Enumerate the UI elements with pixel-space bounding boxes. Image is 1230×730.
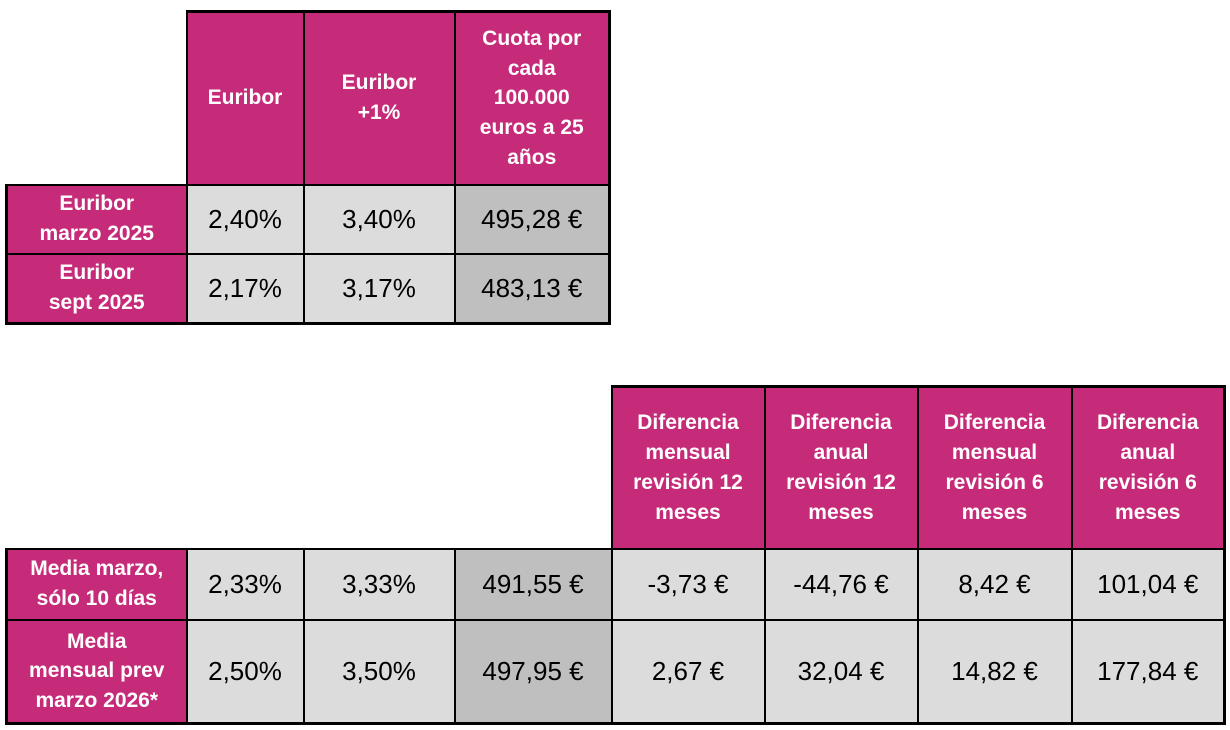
- col-header-diferencia-mensual-12m: Diferencia mensual revisión 12 meses: [610, 385, 766, 550]
- table-row: Euribor marzo 2025 2,40% 3,40% 495,28 €: [5, 183, 611, 255]
- cell-prev-2026-dif-anual-6m: 177,84 €: [1070, 618, 1226, 725]
- cell-marzo2025-euribor: 2,40%: [185, 183, 305, 255]
- cell-media-marzo-euribor: 2,33%: [185, 547, 305, 621]
- cell-media-marzo-dif-mensual-12m: -3,73 €: [610, 547, 766, 621]
- table-row: Euribor sept 2025 2,17% 3,17% 483,13 €: [5, 252, 611, 325]
- cell-prev-2026-dif-anual-12m: 32,04 €: [763, 618, 919, 725]
- cell-sept2025-cuota: 483,13 €: [453, 252, 611, 325]
- cell-prev-2026-dif-mensual-12m: 2,67 €: [610, 618, 766, 725]
- col-header-cuota: Cuota por cada 100.000 euros a 25 años: [453, 10, 611, 186]
- cell-media-marzo-euribor-plus-1: 3,33%: [302, 547, 456, 621]
- col-header-euribor-plus-1: Euribor +1%: [302, 10, 456, 186]
- row-header-euribor-sept-2025: Euribor sept 2025: [5, 252, 188, 325]
- table-row: Media marzo, sólo 10 días 2,33% 3,33% 49…: [5, 547, 1226, 621]
- euribor-rates-table: Euribor Euribor +1% Cuota por cada 100.0…: [5, 10, 611, 325]
- row-header-media-mensual-prev-marzo-2026: Media mensual prev marzo 2026*: [5, 618, 188, 725]
- cell-media-marzo-cuota: 491,55 €: [453, 547, 613, 621]
- col-header-euribor: Euribor: [185, 10, 305, 186]
- cell-prev-2026-cuota: 497,95 €: [453, 618, 613, 725]
- empty-corner-cell-top: [6, 11, 187, 185]
- cell-media-marzo-dif-anual-6m: 101,04 €: [1070, 547, 1226, 621]
- cell-prev-2026-euribor: 2,50%: [185, 618, 305, 725]
- cell-marzo2025-euribor-plus-1: 3,40%: [302, 183, 456, 255]
- cell-marzo2025-cuota: 495,28 €: [453, 183, 611, 255]
- empty-corner-cell-bottom: [6, 386, 612, 549]
- row-header-euribor-marzo-2025: Euribor marzo 2025: [5, 183, 188, 255]
- cell-media-marzo-dif-anual-12m: -44,76 €: [763, 547, 919, 621]
- cell-media-marzo-dif-mensual-6m: 8,42 €: [916, 547, 1073, 621]
- euribor-differences-table: Diferencia mensual revisión 12 meses Dif…: [5, 385, 1226, 725]
- row-header-media-marzo-10-dias: Media marzo, sólo 10 días: [5, 547, 188, 621]
- col-header-diferencia-anual-12m: Diferencia anual revisión 12 meses: [763, 385, 919, 550]
- cell-prev-2026-dif-mensual-6m: 14,82 €: [916, 618, 1073, 725]
- col-header-diferencia-anual-6m: Diferencia anual revisión 6 meses: [1070, 385, 1226, 550]
- cell-sept2025-euribor-plus-1: 3,17%: [302, 252, 456, 325]
- col-header-diferencia-mensual-6m: Diferencia mensual revisión 6 meses: [916, 385, 1073, 550]
- cell-prev-2026-euribor-plus-1: 3,50%: [302, 618, 456, 725]
- cell-sept2025-euribor: 2,17%: [185, 252, 305, 325]
- table-row: Media mensual prev marzo 2026* 2,50% 3,5…: [5, 618, 1226, 725]
